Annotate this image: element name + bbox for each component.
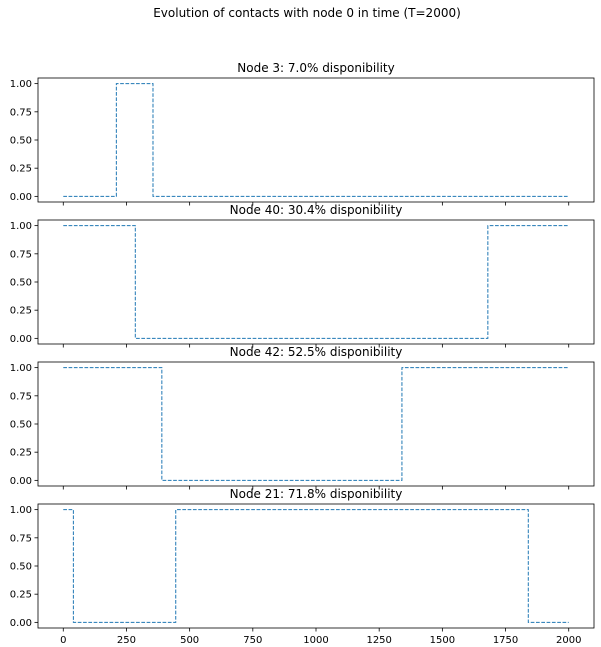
x-tick-label: 500: [180, 635, 199, 646]
x-tick-label: 2000: [556, 635, 581, 646]
contact-series-line: [63, 83, 569, 197]
y-tick-label: 0.00: [10, 334, 32, 345]
y-tick-label: 0.75: [10, 107, 32, 118]
contact-series-line: [63, 509, 569, 623]
subplot-title: Node 21: 71.8% disponibility: [230, 487, 403, 501]
axes-frame: [37, 361, 595, 487]
y-tick-label: 0.25: [10, 306, 32, 317]
y-tick-label: 0.25: [10, 590, 32, 601]
y-tick-label: 0.00: [10, 476, 32, 487]
y-tick-label: 0.25: [10, 164, 32, 175]
y-tick-label: 0.50: [10, 420, 32, 431]
axes-frame: [37, 77, 595, 203]
y-tick-label: 0.00: [10, 192, 32, 203]
subplot-4: Node 21: 71.8% disponibility 0.00 0.25 0.50…: [10, 487, 595, 646]
axes-frame: [37, 503, 595, 629]
figure-title: Evolution of contacts with node 0 in tim…: [153, 6, 461, 20]
subplot-1: Node 3: 7.0% disponibility 0.00 0.25 0.50 0.…: [10, 61, 595, 206]
axes-frame: [37, 219, 595, 345]
x-tick-label: 1250: [366, 635, 391, 646]
subplot-title: Node 3: 7.0% disponibility: [237, 61, 394, 75]
subplot-3: Node 42: 52.5% disponibility 0.00 0.25 0.50…: [10, 345, 595, 490]
y-tick-label: 0.00: [10, 618, 32, 629]
y-tick-label: 0.50: [10, 136, 32, 147]
x-tick-label: 0: [60, 635, 66, 646]
subplot-title: Node 42: 52.5% disponibility: [230, 345, 403, 359]
contact-series-line: [63, 225, 569, 339]
y-tick-label: 1.00: [10, 505, 32, 516]
y-tick-label: 0.25: [10, 448, 32, 459]
x-tick-label: 1750: [493, 635, 518, 646]
y-tick-label: 1.00: [10, 363, 32, 374]
y-tick-label: 0.50: [10, 278, 32, 289]
y-tick-label: 0.75: [10, 391, 32, 402]
y-tick-label: 0.50: [10, 562, 32, 573]
subplots: Node 3: 7.0% disponibility 0.00 0.25 0.50 0.…: [10, 61, 595, 646]
x-tick-label: 250: [117, 635, 136, 646]
x-tick-label: 750: [243, 635, 262, 646]
x-tick-label: 1000: [303, 635, 328, 646]
y-tick-label: 1.00: [10, 79, 32, 90]
contact-series-line: [63, 367, 569, 481]
y-tick-label: 1.00: [10, 221, 32, 232]
subplot-2: Node 40: 30.4% disponibility 0.00 0.25 0.50…: [10, 203, 595, 348]
x-tick-label: 1500: [430, 635, 455, 646]
y-tick-label: 0.75: [10, 533, 32, 544]
subplot-title: Node 40: 30.4% disponibility: [230, 203, 403, 217]
y-tick-label: 0.75: [10, 249, 32, 260]
